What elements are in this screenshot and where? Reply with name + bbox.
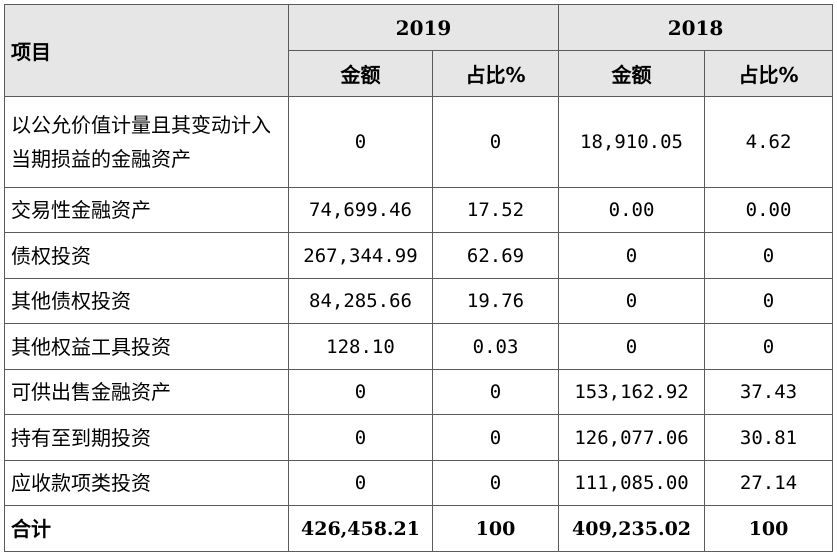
amount-2018: 111,085.00 — [558, 460, 706, 506]
amount-2018: 18,910.05 — [558, 96, 706, 188]
row-label: 其他债权投资 — [4, 278, 289, 324]
header-ratio-2019: 占比% — [431, 50, 560, 97]
amount-2019: 84,285.66 — [288, 278, 433, 324]
ratio-2018: 37.43 — [704, 369, 834, 415]
row-label: 持有至到期投资 — [4, 414, 289, 461]
header-amount-2018: 金额 — [558, 50, 706, 97]
table-row: 其他权益工具投资 128.10 0.03 0 0 — [4, 323, 834, 370]
row-label: 债权投资 — [4, 232, 289, 279]
row-label: 交易性金融资产 — [4, 187, 289, 233]
header-year-2018: 2018 — [558, 4, 834, 51]
ratio-2019: 0 — [431, 96, 560, 188]
table-row: 其他债权投资 84,285.66 19.76 0 0 — [4, 278, 834, 324]
amount-2019: 267,344.99 — [288, 232, 433, 279]
amount-2018: 0 — [558, 278, 706, 324]
header-item: 项目 — [4, 4, 289, 97]
total-label: 合计 — [4, 505, 289, 552]
amount-2019: 0 — [288, 96, 433, 188]
header-amount-2019: 金额 — [288, 50, 433, 97]
row-label: 可供出售金融资产 — [4, 369, 289, 415]
investment-table: 项目 2019 2018 金额 占比% 金额 占比% 以公允价值计量且其变动计入… — [4, 4, 834, 552]
ratio-2019: 17.52 — [431, 187, 560, 233]
ratio-2019: 0 — [431, 369, 560, 415]
amount-2018: 0 — [558, 323, 706, 370]
ratio-2019: 0.03 — [431, 323, 560, 370]
ratio-2018: 0.00 — [704, 187, 834, 233]
table-row: 应收款项类投资 0 0 111,085.00 27.14 — [4, 460, 834, 506]
total-row: 合计 426,458.21 100 409,235.02 100 — [4, 505, 834, 552]
ratio-2018: 0 — [704, 278, 834, 324]
ratio-2018: 27.14 — [704, 460, 834, 506]
ratio-2018: 0 — [704, 232, 834, 279]
table-row: 交易性金融资产 74,699.46 17.52 0.00 0.00 — [4, 187, 834, 233]
total-ratio-2019: 100 — [431, 505, 560, 552]
amount-2019: 128.10 — [288, 323, 433, 370]
ratio-2018: 30.81 — [704, 414, 834, 461]
ratio-2018: 0 — [704, 323, 834, 370]
amount-2018: 126,077.06 — [558, 414, 706, 461]
total-amount-2019: 426,458.21 — [288, 505, 433, 552]
amount-2019: 0 — [288, 460, 433, 506]
ratio-2019: 0 — [431, 414, 560, 461]
row-label: 其他权益工具投资 — [4, 323, 289, 370]
header-ratio-2018: 占比% — [704, 50, 834, 97]
ratio-2019: 0 — [431, 460, 560, 506]
amount-2018: 153,162.92 — [558, 369, 706, 415]
ratio-2019: 19.76 — [431, 278, 560, 324]
total-ratio-2018: 100 — [704, 505, 834, 552]
row-label: 应收款项类投资 — [4, 460, 289, 506]
amount-2019: 74,699.46 — [288, 187, 433, 233]
table-row: 持有至到期投资 0 0 126,077.06 30.81 — [4, 414, 834, 461]
amount-2019: 0 — [288, 414, 433, 461]
table-row: 以公允价值计量且其变动计入当期损益的金融资产 0 0 18,910.05 4.6… — [4, 96, 834, 188]
amount-2018: 0.00 — [558, 187, 706, 233]
ratio-2018: 4.62 — [704, 96, 834, 188]
header-year-2019: 2019 — [287, 4, 560, 51]
row-label: 以公允价值计量且其变动计入当期损益的金融资产 — [4, 96, 289, 188]
amount-2019: 0 — [288, 369, 433, 415]
ratio-2019: 62.69 — [431, 232, 560, 279]
amount-2018: 0 — [558, 232, 706, 279]
table-row: 可供出售金融资产 0 0 153,162.92 37.43 — [4, 369, 834, 415]
total-amount-2018: 409,235.02 — [558, 505, 706, 552]
table-row: 债权投资 267,344.99 62.69 0 0 — [4, 232, 834, 279]
